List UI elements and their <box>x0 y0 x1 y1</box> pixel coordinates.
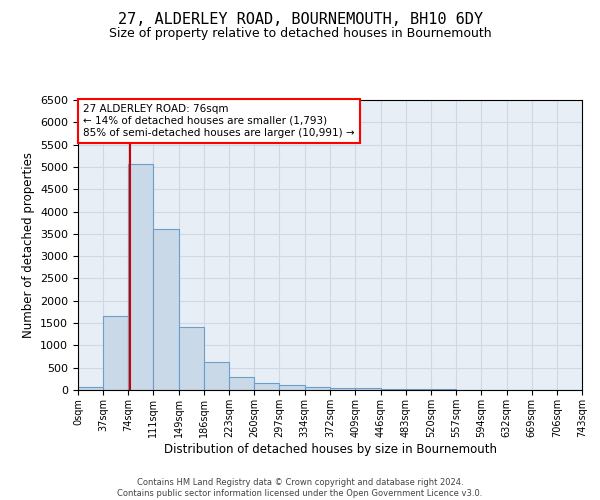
Bar <box>153 230 179 390</box>
Text: 27 ALDERLEY ROAD: 76sqm
← 14% of detached houses are smaller (1,793)
85% of semi: 27 ALDERLEY ROAD: 76sqm ← 14% of detache… <box>83 104 355 138</box>
Bar <box>305 386 331 390</box>
Bar <box>204 362 229 390</box>
Bar <box>78 386 103 390</box>
Bar <box>179 326 204 390</box>
Bar <box>380 388 406 390</box>
Bar <box>331 388 355 390</box>
Bar <box>355 388 380 390</box>
Bar <box>254 384 280 390</box>
Bar <box>406 389 431 390</box>
Bar <box>229 376 254 390</box>
Text: Size of property relative to detached houses in Bournemouth: Size of property relative to detached ho… <box>109 28 491 40</box>
Text: 27, ALDERLEY ROAD, BOURNEMOUTH, BH10 6DY: 27, ALDERLEY ROAD, BOURNEMOUTH, BH10 6DY <box>118 12 482 28</box>
Y-axis label: Number of detached properties: Number of detached properties <box>22 152 35 338</box>
X-axis label: Distribution of detached houses by size in Bournemouth: Distribution of detached houses by size … <box>163 442 497 456</box>
Bar <box>103 316 128 390</box>
Text: Contains HM Land Registry data © Crown copyright and database right 2024.
Contai: Contains HM Land Registry data © Crown c… <box>118 478 482 498</box>
Bar <box>280 385 305 390</box>
Bar <box>128 164 153 390</box>
